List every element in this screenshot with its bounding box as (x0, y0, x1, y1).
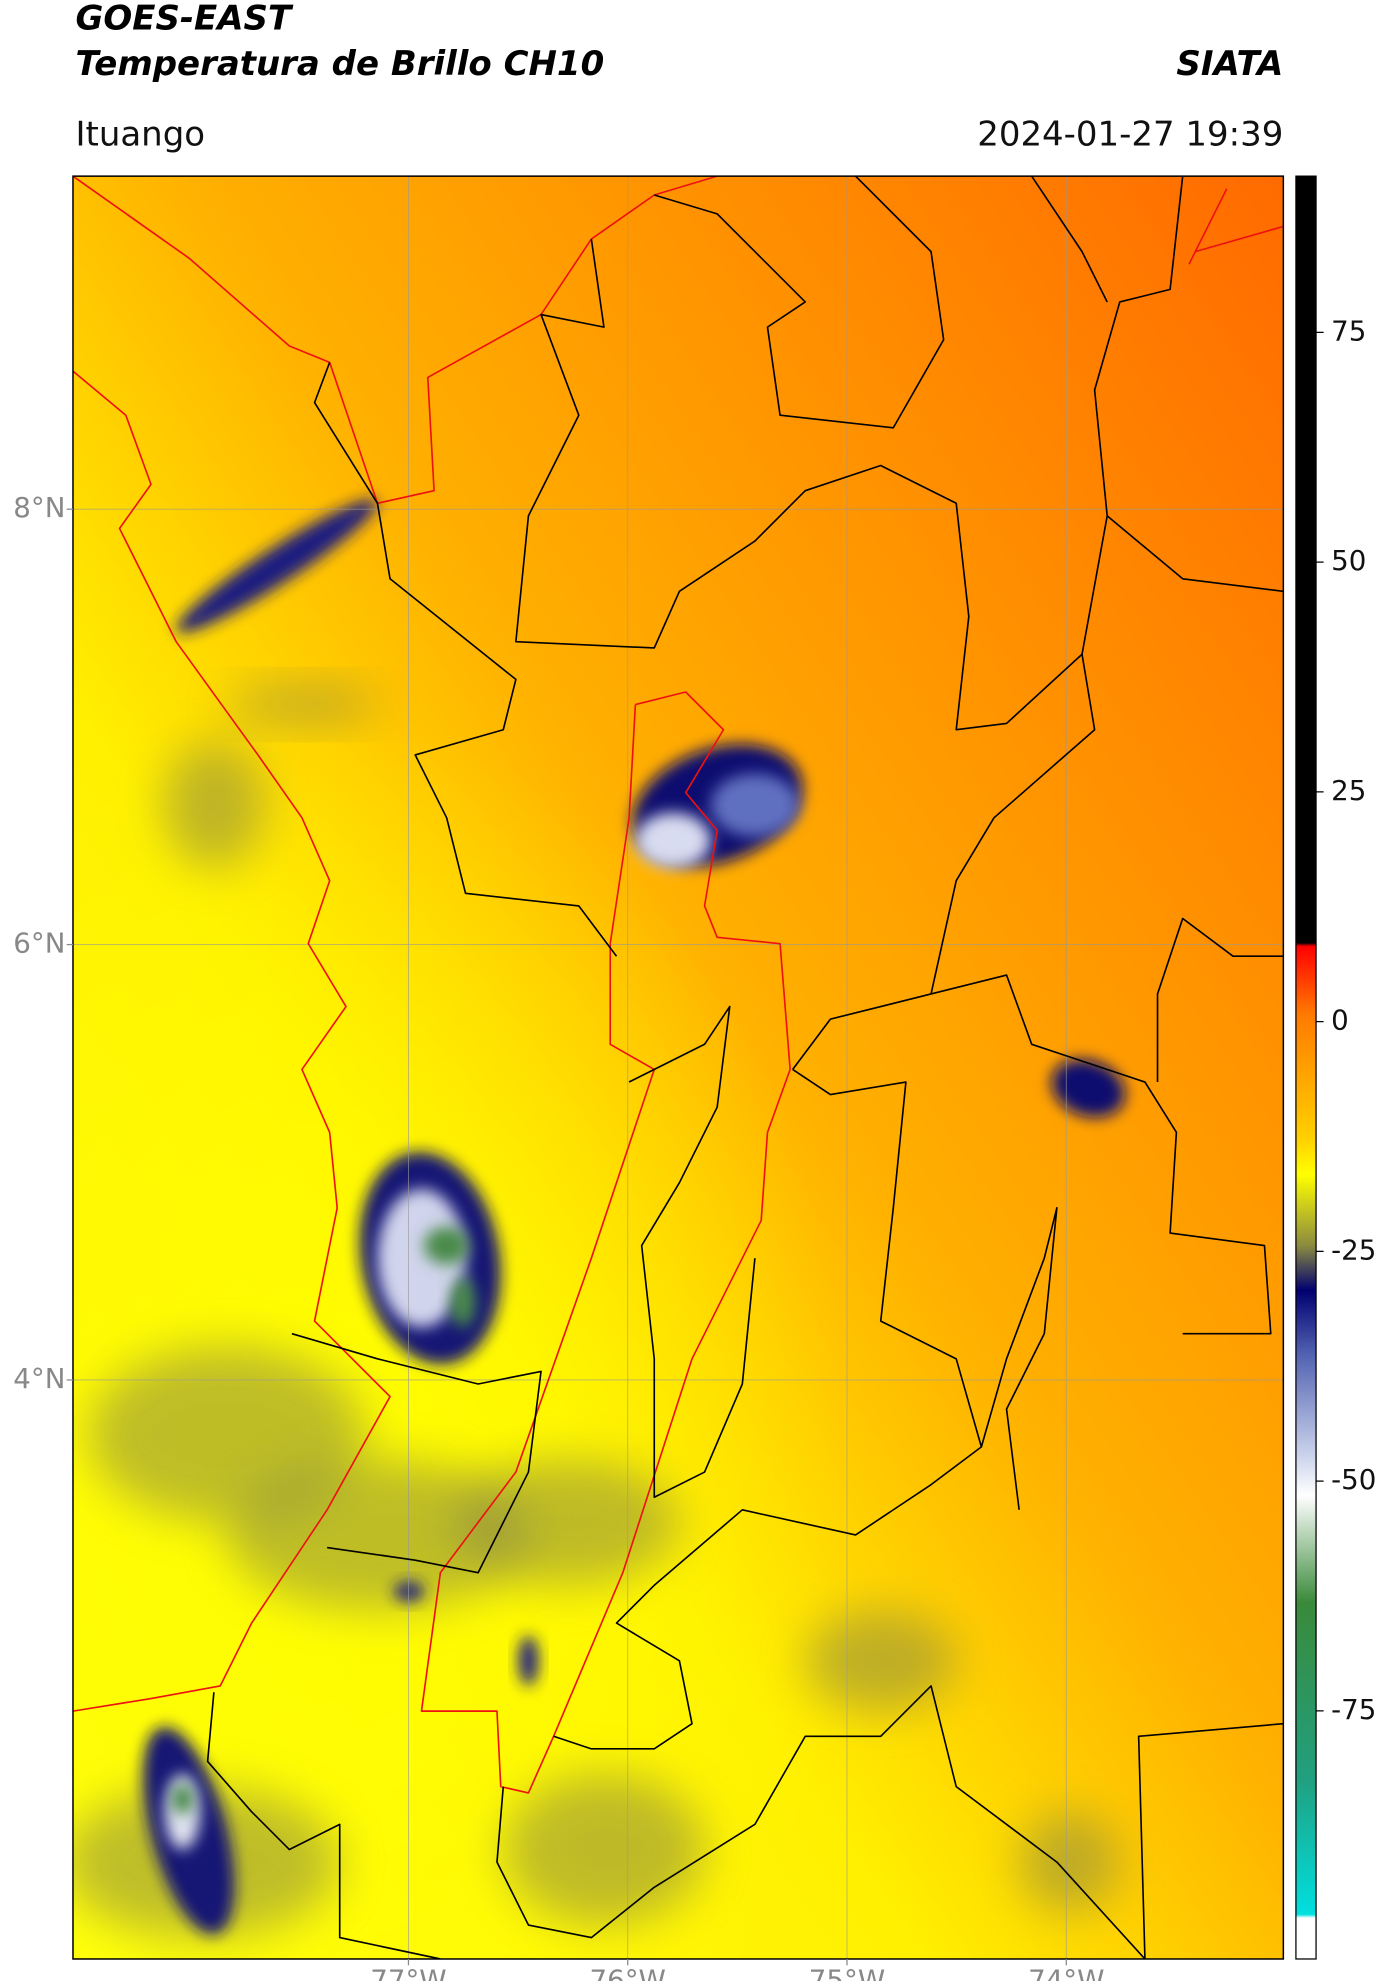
lon-tick-label: 77°W (370, 1964, 446, 1981)
cloud-haze (503, 1774, 705, 1926)
title: GOES-EAST (75, 0, 293, 39)
border (791, 654, 1096, 1070)
lat-tick-label: 4°N (13, 1362, 65, 1395)
border (1031, 176, 1108, 303)
cloud-haze (226, 685, 378, 724)
lon-tick-label: 75°W (809, 1964, 885, 1981)
lat-tick-label: 8°N (13, 491, 65, 524)
border (206, 1692, 441, 1959)
map-frame (72, 175, 1285, 1960)
border (72, 370, 391, 1712)
cloud-top (450, 1277, 476, 1328)
cloud-top (172, 1784, 193, 1815)
map (72, 176, 1284, 1959)
border (553, 1068, 983, 1750)
datetime: 2024-01-27 19:39 (977, 114, 1283, 154)
border (72, 176, 718, 505)
colorbar (1295, 175, 1317, 1960)
cloud-core (176, 499, 378, 633)
colorbar-tick-label: -25 (1331, 1233, 1376, 1266)
cloud-core (1051, 1059, 1126, 1118)
grid (72, 176, 1284, 1959)
cloud-top (635, 812, 711, 869)
cloud-haze (1019, 1811, 1120, 1913)
colorbar-tick-label: 25 (1331, 774, 1366, 807)
location: Ituango (75, 114, 205, 154)
colorbar-tick-label: 50 (1331, 544, 1366, 577)
colorbar-tick-label: -75 (1331, 1693, 1376, 1726)
lat-tick-label: 6°N (13, 927, 65, 960)
colorbar-tick-label: -50 (1331, 1463, 1376, 1496)
border (496, 1685, 1146, 1959)
colorbar-tick-label: 75 (1331, 314, 1366, 347)
border (980, 1207, 1058, 1510)
border (313, 362, 618, 957)
colorbar-tick-label: 0 (1331, 1004, 1349, 1037)
cloud-core (518, 1635, 539, 1686)
cloud-haze (226, 1459, 529, 1611)
axes: 8°N 6°N 4°N 77°W 76°W 75°W 74°W 75 50 25 0 -25 -50 -7… (13, 314, 1376, 1981)
cloud-top (377, 1188, 466, 1328)
border (1137, 1722, 1284, 1959)
cloud-haze (452, 1459, 680, 1586)
cloud-top (424, 1226, 470, 1265)
lon-tick-label: 74°W (1028, 1964, 1104, 1981)
cloud-haze (163, 742, 265, 869)
cloud-top (710, 773, 799, 837)
subtitle: Temperatura de Brillo CH10 (75, 44, 604, 84)
border (1156, 917, 1284, 1083)
border (291, 1332, 542, 1574)
cloud-core (393, 1581, 425, 1602)
clouds (72, 499, 1126, 1938)
border (930, 974, 1272, 1335)
borders (72, 176, 1284, 1959)
cloud-haze (805, 1610, 957, 1712)
border (628, 1005, 756, 1499)
border (420, 691, 791, 1794)
border (654, 176, 945, 429)
source: SIATA (1176, 44, 1283, 84)
border (1195, 225, 1284, 253)
border (515, 176, 1184, 731)
lon-tick-label: 76°W (590, 1964, 666, 1981)
border (1106, 515, 1284, 593)
